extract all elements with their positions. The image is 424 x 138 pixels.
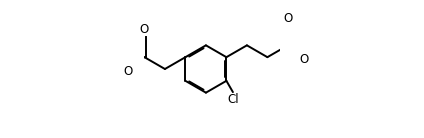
Text: O: O	[140, 23, 149, 36]
Text: Cl: Cl	[227, 93, 239, 106]
Text: O: O	[123, 65, 132, 78]
Text: O: O	[300, 53, 309, 66]
Text: O: O	[283, 12, 293, 25]
